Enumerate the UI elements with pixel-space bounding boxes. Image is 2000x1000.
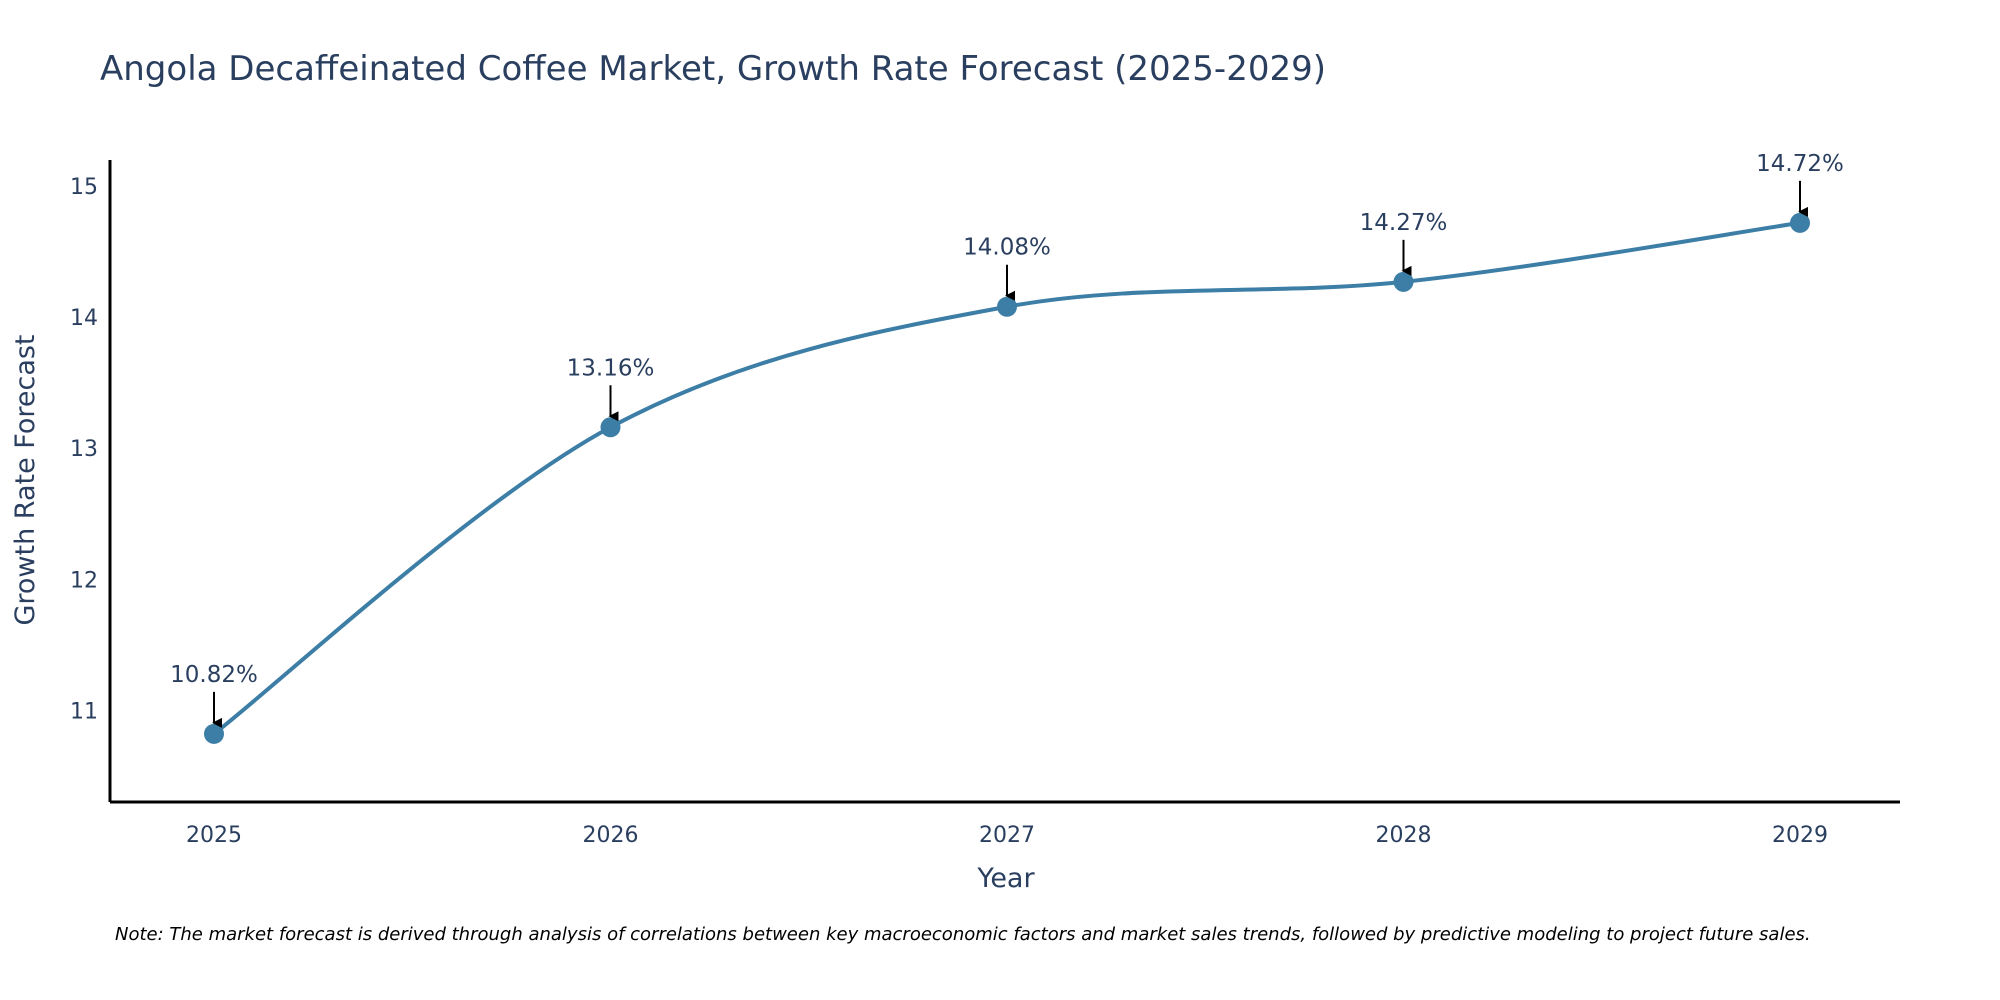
data-point (204, 723, 224, 744)
y-tick-label: 11 (70, 699, 98, 724)
plot-area: 11 12 13 14 15 2025 2026 2027 2028 2029 10.82% 13… (70, 151, 1900, 848)
data-point (600, 417, 621, 438)
x-tick-label: 2026 (583, 823, 639, 848)
x-tick-label: 2027 (979, 823, 1035, 848)
y-ticks: 11 12 13 14 15 (70, 175, 98, 724)
data-label: 14.27% (1360, 210, 1448, 236)
data-label: 13.16% (567, 355, 655, 381)
x-ticks: 2025 2026 2027 2028 2029 (186, 823, 1828, 848)
y-tick-label: 14 (70, 306, 98, 331)
data-point (1790, 212, 1810, 233)
x-tick-label: 2025 (186, 823, 242, 848)
chart-title: Angola Decaffeinated Coffee Market, Grow… (100, 49, 1326, 89)
data-markers (204, 212, 1810, 744)
data-annotations: 10.82% 13.16% 14.08% 14.27% 14.72% (170, 151, 1844, 728)
data-point (997, 296, 1017, 317)
y-axis-title: Growth Rate Forecast (10, 334, 41, 625)
y-tick-label: 13 (70, 437, 98, 462)
data-label: 10.82% (170, 662, 258, 688)
x-axis-title: Year (976, 863, 1035, 894)
y-tick-label: 12 (70, 568, 98, 593)
y-tick-label: 15 (70, 175, 98, 200)
x-tick-label: 2029 (1772, 823, 1828, 848)
data-label: 14.72% (1756, 151, 1844, 177)
x-tick-label: 2028 (1376, 823, 1432, 848)
footnote: Note: The market forecast is derived thr… (115, 924, 1811, 945)
data-point (1393, 271, 1414, 292)
data-label: 14.08% (963, 235, 1051, 261)
